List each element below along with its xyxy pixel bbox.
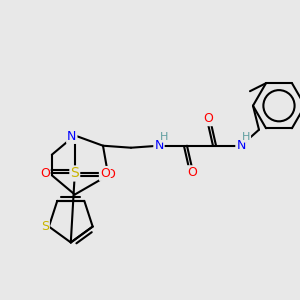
Text: H: H <box>242 132 250 142</box>
Text: N: N <box>67 130 76 143</box>
Text: O: O <box>105 168 115 181</box>
Text: H: H <box>160 132 168 142</box>
Text: O: O <box>203 112 213 125</box>
Text: O: O <box>40 167 50 180</box>
Text: N: N <box>154 139 164 152</box>
Text: N: N <box>236 139 246 152</box>
Text: O: O <box>187 166 197 179</box>
Text: O: O <box>100 167 110 180</box>
Text: S: S <box>41 220 49 233</box>
Text: S: S <box>70 167 79 181</box>
